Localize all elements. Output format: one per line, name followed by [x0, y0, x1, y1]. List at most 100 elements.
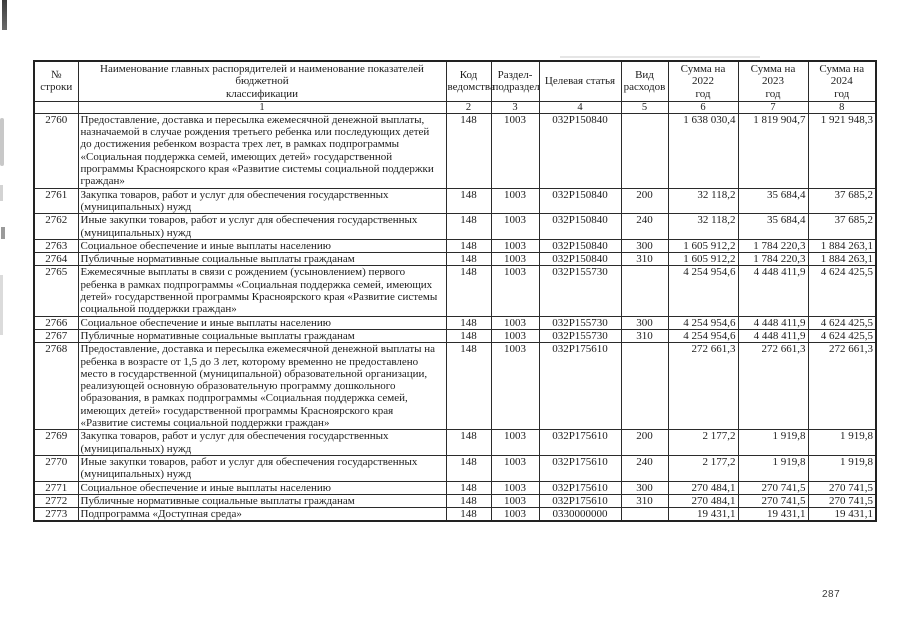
column-number-row: 1 2 3 4 5 6 7 8: [33, 100, 877, 114]
cell-target-article: 032P175610: [538, 454, 622, 482]
cell-expense-type: [620, 112, 669, 189]
cell-agency-code: 148: [445, 429, 492, 456]
cell-sum-2024: 1 921 948,3: [807, 112, 877, 189]
column-number: 4: [538, 100, 622, 114]
cell-sum-2023: 270 741,5: [737, 493, 809, 509]
cell-row-number: 2762: [33, 213, 79, 240]
cell-expense-type: 310: [620, 252, 669, 267]
cell-sum-2022: 2 177,2: [667, 429, 739, 456]
cell-agency-code: 148: [445, 265, 492, 317]
cell-sum-2023: 19 431,1: [737, 507, 809, 522]
cell-sum-2024: 37 685,2: [807, 213, 877, 240]
table-row: 2761 Закупка товаров, работ и услуг для …: [33, 187, 877, 215]
cell-sum-2024: 270 741,5: [807, 493, 877, 509]
cell-target-article: 032P175610: [538, 429, 622, 456]
cell-target-article: 032P150840: [538, 238, 622, 254]
header-agency-code: Код ведомства: [445, 60, 495, 102]
cell-agency-code: 148: [445, 213, 492, 240]
cell-sum-2024: 4 624 425,5: [807, 328, 877, 344]
table-row: 2766 Социальное обеспечение и иные выпла…: [33, 315, 877, 330]
cell-sum-2022: 4 254 954,6: [667, 315, 739, 330]
cell-target-article: 032P155730: [538, 265, 622, 317]
cell-sum-2022: 1 605 912,2: [667, 238, 739, 254]
cell-agency-code: 148: [445, 252, 492, 267]
table-header-row: № строки Наименование главных распорядит…: [33, 60, 877, 102]
cell-target-article: 032P155730: [538, 328, 622, 344]
cell-target-article: 032P175610: [538, 480, 622, 495]
cell-sum-2022: 32 118,2: [667, 187, 739, 215]
cell-name: Социальное обеспечение и иные выплаты на…: [77, 238, 447, 254]
column-number: 7: [737, 100, 809, 114]
table-row: 2764 Публичные нормативные социальные вы…: [33, 252, 877, 267]
header-name: Наименование главных распорядителей и на…: [77, 60, 447, 102]
cell-section: 1003: [490, 454, 540, 482]
cell-agency-code: 148: [445, 454, 492, 482]
cell-sum-2023: 270 741,5: [737, 480, 809, 495]
cell-name: Публичные нормативные социальные выплаты…: [77, 493, 447, 509]
table-row: 2762 Иные закупки товаров, работ и услуг…: [33, 213, 877, 240]
cell-agency-code: 148: [445, 315, 492, 330]
cell-row-number: 2768: [33, 342, 79, 431]
cell-name: Закупка товаров, работ и услуг для обесп…: [77, 429, 447, 456]
cell-expense-type: 200: [620, 187, 669, 215]
scan-artifact: [0, 118, 4, 166]
cell-target-article: 032P150840: [538, 112, 622, 189]
cell-agency-code: 148: [445, 238, 492, 254]
cell-target-article: 032P150840: [538, 187, 622, 215]
cell-row-number: 2765: [33, 265, 79, 317]
cell-sum-2022: 1 605 912,2: [667, 252, 739, 267]
cell-sum-2024: 1 884 263,1: [807, 238, 877, 254]
cell-sum-2024: 4 624 425,5: [807, 265, 877, 317]
cell-expense-type: [620, 265, 669, 317]
cell-expense-type: 300: [620, 480, 669, 495]
cell-sum-2022: 4 254 954,6: [667, 265, 739, 317]
cell-name: Предоставление, доставка и пересылка еже…: [77, 342, 447, 431]
cell-row-number: 2763: [33, 238, 79, 254]
cell-sum-2022: 19 431,1: [667, 507, 739, 522]
cell-sum-2022: 272 661,3: [667, 342, 739, 431]
cell-name: Публичные нормативные социальные выплаты…: [77, 252, 447, 267]
cell-section: 1003: [490, 252, 540, 267]
table-row: 2763 Социальное обеспечение и иные выпла…: [33, 238, 877, 254]
cell-expense-type: 310: [620, 328, 669, 344]
scan-artifact: [0, 275, 3, 335]
cell-expense-type: [620, 507, 669, 522]
cell-name: Иные закупки товаров, работ и услуг для …: [77, 213, 447, 240]
cell-sum-2024: 1 919,8: [807, 429, 877, 456]
cell-section: 1003: [490, 112, 540, 189]
cell-row-number: 2764: [33, 252, 79, 267]
cell-sum-2022: 270 484,1: [667, 480, 739, 495]
cell-section: 1003: [490, 187, 540, 215]
cell-row-number: 2761: [33, 187, 79, 215]
cell-section: 1003: [490, 315, 540, 330]
scan-artifact: [1, 227, 5, 239]
cell-name: Предоставление, доставка и пересылка еже…: [77, 112, 447, 189]
cell-sum-2024: 272 661,3: [807, 342, 877, 431]
column-number: 8: [807, 100, 877, 114]
cell-sum-2022: 270 484,1: [667, 493, 739, 509]
cell-expense-type: [620, 342, 669, 431]
cell-row-number: 2772: [33, 493, 79, 509]
cell-target-article: 032P150840: [538, 213, 622, 240]
cell-name: Социальное обеспечение и иные выплаты на…: [77, 315, 447, 330]
cell-sum-2024: 19 431,1: [807, 507, 877, 522]
cell-sum-2023: 35 684,4: [737, 213, 809, 240]
cell-name: Ежемесячные выплаты в связи с рождением …: [77, 265, 447, 317]
cell-sum-2023: 1 919,8: [737, 429, 809, 456]
cell-agency-code: 148: [445, 480, 492, 495]
table-row: 2767 Публичные нормативные социальные вы…: [33, 328, 877, 344]
cell-agency-code: 148: [445, 112, 492, 189]
cell-agency-code: 148: [445, 342, 492, 431]
cell-row-number: 2771: [33, 480, 79, 495]
cell-sum-2022: 4 254 954,6: [667, 328, 739, 344]
cell-expense-type: 240: [620, 454, 669, 482]
cell-sum-2023: 1 819 904,7: [737, 112, 809, 189]
cell-section: 1003: [490, 480, 540, 495]
cell-sum-2024: 1 884 263,1: [807, 252, 877, 267]
cell-target-article: 032P155730: [538, 315, 622, 330]
cell-expense-type: 310: [620, 493, 669, 509]
cell-sum-2023: 1 784 220,3: [737, 238, 809, 254]
table-row: 2772 Публичные нормативные социальные вы…: [33, 493, 877, 509]
cell-row-number: 2760: [33, 112, 79, 189]
cell-name: Социальное обеспечение и иные выплаты на…: [77, 480, 447, 495]
